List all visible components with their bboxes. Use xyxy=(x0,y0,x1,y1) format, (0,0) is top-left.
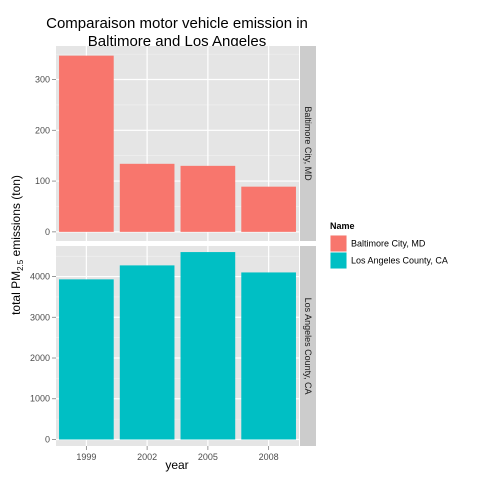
chart-title-line-1: Comparaison motor vehicle emission in xyxy=(46,15,308,32)
chart-title-line-2: Baltimore and Los Angeles xyxy=(88,33,266,50)
facet-2-strip xyxy=(300,246,316,446)
facet-2-y-tick-label: 2000 xyxy=(30,353,50,363)
facet-1-y-tick-label: 300 xyxy=(35,75,50,85)
facet-2-bar-2002 xyxy=(119,265,175,440)
legend-key-swatch xyxy=(330,235,347,252)
facet-1-y-tick-label: 200 xyxy=(35,125,50,135)
facet-2-bar-2005 xyxy=(180,252,236,440)
x-tick-label-2005: 2005 xyxy=(198,452,218,462)
legend-key-swatch xyxy=(330,252,347,269)
facet-1-strip xyxy=(300,46,316,241)
facet-1-bar-2008 xyxy=(241,186,296,232)
facet-1-bar-2002 xyxy=(119,163,175,232)
y-axis-title: total PM2.5 emissions (ton) xyxy=(9,175,25,315)
facet-1-y-tick-label: 0 xyxy=(45,227,50,237)
facet-panels: 0 100 200 300 Baltimore City, MD 0 1000 2000 300… xyxy=(30,46,316,462)
y-axis-title-suffix: emissions (ton) xyxy=(9,175,23,260)
legend-label: Los Angeles County, CA xyxy=(351,256,448,266)
facet-2-y-tick-label: 0 xyxy=(45,434,50,444)
x-tick-label-2008: 2008 xyxy=(259,452,279,462)
legend-label: Baltimore City, MD xyxy=(351,239,426,249)
legend-title: Name xyxy=(330,221,355,231)
x-axis-title: year xyxy=(165,458,188,472)
facet-1-y-tick-label: 100 xyxy=(35,176,50,186)
facet-2-bar-1999 xyxy=(59,279,114,440)
legend: Name Baltimore City, MD Los Angeles Count… xyxy=(329,221,448,270)
x-tick-label-2002: 2002 xyxy=(137,452,157,462)
y-axis-title-prefix: total PM xyxy=(9,271,23,315)
facet-2-y-tick-label: 1000 xyxy=(30,394,50,404)
facet-1-bar-1999 xyxy=(59,55,114,232)
facet-1-strip-label: Baltimore City, MD xyxy=(303,106,313,181)
facet-2-strip-label: Los Angeles County, CA xyxy=(303,298,313,395)
facet-2-y-tick-label: 3000 xyxy=(30,312,50,322)
facet-1-bar-2005 xyxy=(180,165,236,232)
y-axis-title-subscript: 2.5 xyxy=(16,259,25,271)
facet-2-bar-2008 xyxy=(241,272,296,440)
x-tick-label-1999: 1999 xyxy=(76,452,96,462)
facet-2-y-tick-label: 4000 xyxy=(30,272,50,282)
